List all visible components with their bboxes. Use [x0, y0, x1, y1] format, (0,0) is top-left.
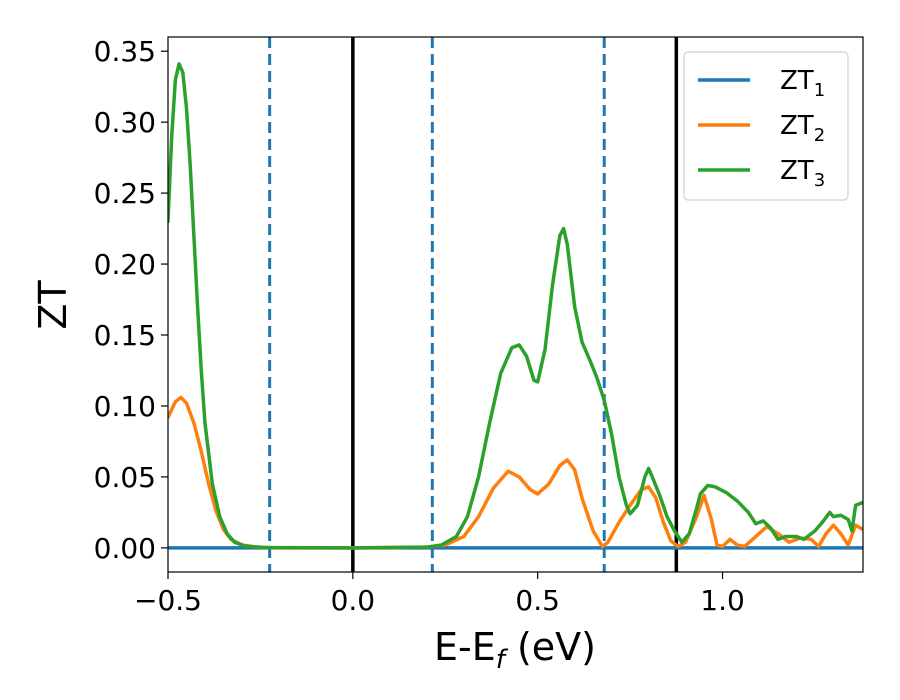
series-layer — [168, 62, 863, 550]
series-line-zt2 — [168, 395, 863, 550]
y-tick-label: 0.35 — [94, 35, 156, 68]
y-tick-label: 0.25 — [94, 177, 156, 210]
x-tick-label: 1.0 — [700, 584, 745, 617]
y-tick-label: 0.10 — [94, 390, 156, 423]
y-tick-label: 0.30 — [94, 106, 156, 139]
y-tick-label: 0.05 — [94, 461, 156, 494]
x-axis-title: E-Ef (eV) — [434, 625, 596, 675]
legend: ZT1 ZT2 ZT3 — [683, 51, 849, 201]
plot-frame — [167, 36, 864, 573]
legend-label-zt2: ZT2 — [780, 111, 825, 146]
y-tick-label: 0.20 — [94, 248, 156, 281]
x-tick-label: 0.0 — [331, 584, 376, 617]
reference-lines — [268, 37, 679, 572]
legend-label-zt3: ZT3 — [780, 156, 825, 191]
y-tick-label: 0.00 — [94, 532, 156, 565]
legend-label-zt1: ZT1 — [780, 66, 825, 101]
x-axis: −0.5 0.0 0.5 1.0 — [134, 572, 745, 617]
y-axis: 0.00 0.05 0.10 0.15 0.20 0.25 0.30 0.35 — [94, 35, 168, 565]
y-tick-label: 0.15 — [94, 319, 156, 352]
legend-box — [683, 51, 849, 201]
y-axis-title: ZT — [31, 280, 75, 330]
series-line-zt3 — [168, 62, 863, 550]
x-tick-label: 0.5 — [515, 584, 560, 617]
x-tick-label: −0.5 — [134, 584, 202, 617]
